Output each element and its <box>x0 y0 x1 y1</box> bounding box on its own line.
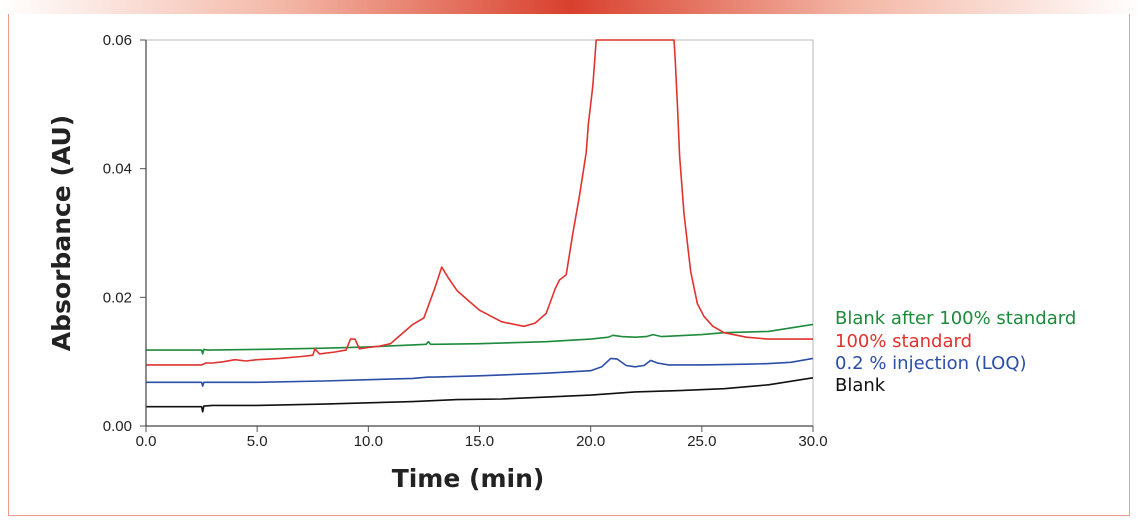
series-line-blank <box>146 377 813 413</box>
series-line-0-2-injection-loq <box>146 357 813 387</box>
x-axis-title: Time (min) <box>392 464 545 493</box>
y-axis-title: Absorbance (AU) <box>47 115 76 351</box>
x-tick-label: 20.0 <box>576 433 605 450</box>
x-tick-label: 30.0 <box>798 433 827 450</box>
series-layer <box>146 39 813 413</box>
x-tick-label: 15.0 <box>465 433 494 450</box>
header-accent-bar <box>0 0 1140 14</box>
legend-label-0-2-injection-loq: 0.2 % injection (LOQ) <box>835 353 1027 374</box>
series-line-100-standard <box>146 39 813 366</box>
y-tick-label: 0.00 <box>103 418 132 435</box>
x-tick-label: 0.0 <box>136 433 157 450</box>
legend-label-100-standard: 100% standard <box>835 331 972 352</box>
x-tick-label: 25.0 <box>687 433 716 450</box>
y-tick-label: 0.02 <box>103 289 132 306</box>
figure-frame <box>8 14 1130 516</box>
y-tick-label: 0.06 <box>103 32 132 49</box>
axes-layer: 0.0 5.0 10.0 15.0 20.0 25.0 30.0 0.00 0.02 0.04 0.… <box>103 32 828 450</box>
x-tick-label: 5.0 <box>247 433 268 450</box>
legend-label-blank-after-100-standard: Blank after 100% standard <box>835 308 1076 329</box>
x-tick-label: 10.0 <box>354 433 383 450</box>
legend-label-blank: Blank <box>835 375 886 396</box>
series-line-blank-after-100-standard <box>146 323 813 355</box>
y-tick-label: 0.04 <box>103 161 132 178</box>
plot-area <box>145 39 814 427</box>
